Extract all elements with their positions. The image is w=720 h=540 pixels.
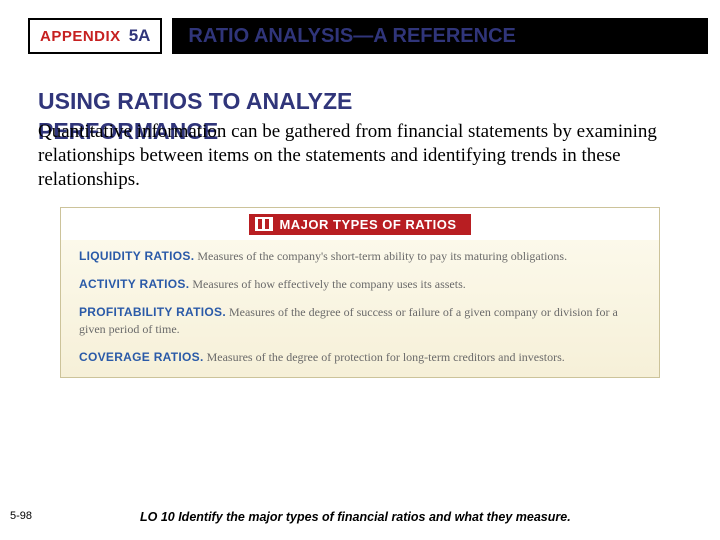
- ratio-item: COVERAGE RATIOS. Measures of the degree …: [79, 349, 641, 365]
- ratio-name: ACTIVITY RATIOS.: [79, 277, 189, 291]
- ratios-panel-title: MAJOR TYPES OF RATIOS: [279, 217, 456, 232]
- page-number: 5-98: [10, 510, 32, 522]
- subtitle-body-overlap: PERFORMANCE Quantitative information can…: [38, 120, 682, 193]
- ratios-panel-header-pill: MAJOR TYPES OF RATIOS: [249, 214, 470, 235]
- appendix-box: APPENDIX 5A: [28, 18, 162, 54]
- ratios-panel-body: LIQUIDITY RATIOS. Measures of the compan…: [61, 240, 659, 377]
- ratio-item: ACTIVITY RATIOS. Measures of how effecti…: [79, 276, 641, 292]
- ratios-panel: MAJOR TYPES OF RATIOS LIQUIDITY RATIOS. …: [60, 207, 660, 378]
- body-paragraph: Quantitative information can be gathered…: [38, 120, 682, 193]
- ratio-name: COVERAGE RATIOS.: [79, 350, 204, 364]
- ratio-desc: Measures of how effectively the company …: [189, 277, 465, 291]
- appendix-number: 5A: [129, 26, 151, 46]
- appendix-label: APPENDIX: [40, 28, 121, 45]
- ratio-item: PROFITABILITY RATIOS. Measures of the de…: [79, 304, 641, 336]
- page-title: RATIO ANALYSIS—A REFERENCE: [188, 25, 515, 48]
- main-content: USING RATIOS TO ANALYZE PERFORMANCE Quan…: [0, 54, 720, 378]
- ratio-item: LIQUIDITY RATIOS. Measures of the compan…: [79, 248, 641, 264]
- page-title-box: RATIO ANALYSIS—A REFERENCE: [172, 18, 708, 54]
- learning-objective: LO 10 Identify the major types of financ…: [140, 510, 718, 524]
- header-row: APPENDIX 5A RATIO ANALYSIS—A REFERENCE: [0, 0, 720, 54]
- ratios-icon: [255, 217, 273, 231]
- ratios-panel-header-row: MAJOR TYPES OF RATIOS: [61, 208, 659, 241]
- section-subtitle-line1: USING RATIOS TO ANALYZE: [38, 88, 682, 116]
- ratio-desc: Measures of the degree of protection for…: [204, 350, 565, 364]
- ratio-desc: Measures of the company's short-term abi…: [194, 249, 567, 263]
- ratio-name: LIQUIDITY RATIOS.: [79, 249, 194, 263]
- ratio-name: PROFITABILITY RATIOS.: [79, 305, 226, 319]
